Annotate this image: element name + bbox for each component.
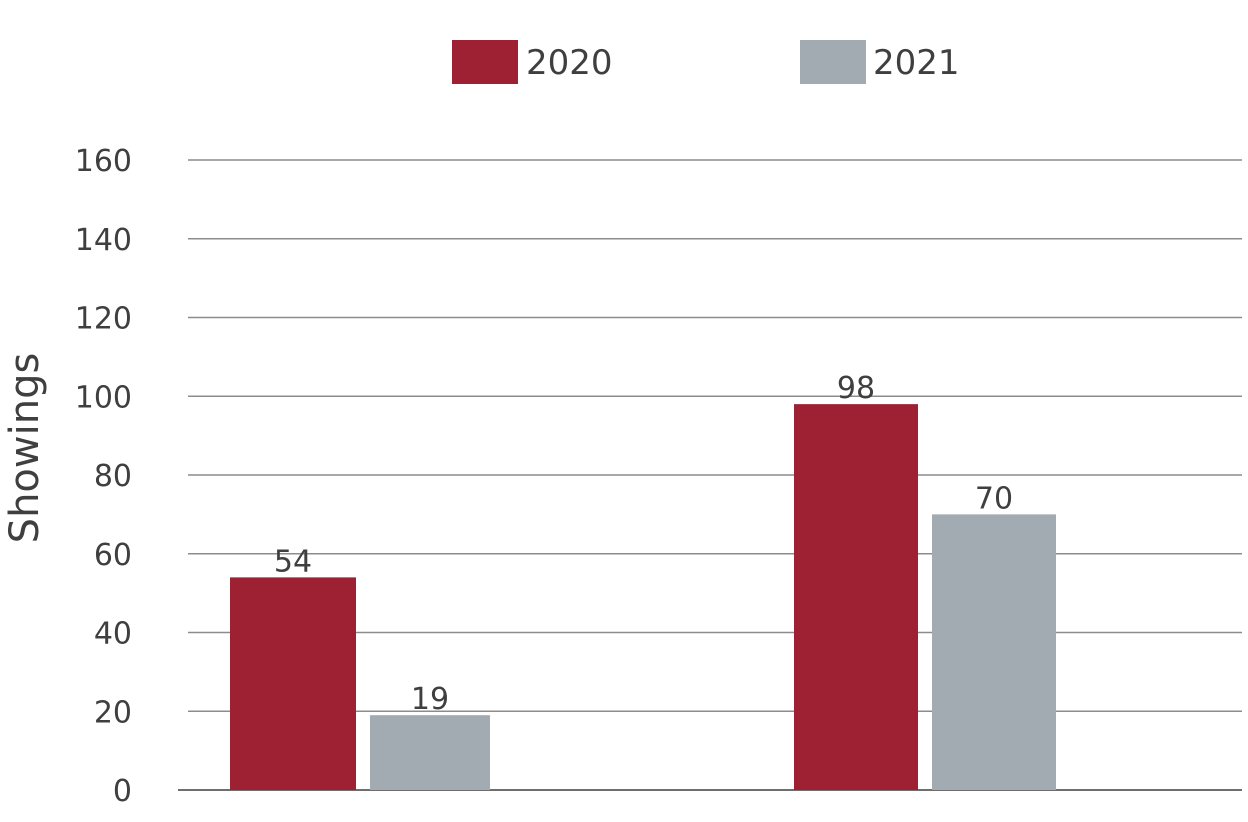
bar-2021-2 <box>932 514 1056 790</box>
data-label-2020-2: 98 <box>837 371 875 406</box>
legend: 2020 2021 <box>452 40 960 84</box>
bar-2020-2 <box>794 404 918 790</box>
y-tick-label: 140 <box>75 223 132 258</box>
data-label-2020-1: 54 <box>274 544 312 579</box>
y-tick-label: 160 <box>75 144 132 179</box>
bars <box>230 404 1056 790</box>
legend-swatch-2021 <box>800 40 866 84</box>
y-tick-label: 0 <box>113 774 132 809</box>
bar-2020-1 <box>230 577 356 790</box>
y-tick-label: 20 <box>94 695 132 730</box>
data-labels: 54 19 98 70 <box>274 371 1013 717</box>
bar-2021-1 <box>370 715 490 790</box>
y-axis-title: Showings <box>2 353 48 544</box>
y-tick-label: 80 <box>94 459 132 494</box>
y-tick-label: 100 <box>75 380 132 415</box>
legend-label-2020: 2020 <box>526 43 613 83</box>
gridlines <box>178 159 1242 791</box>
y-tick-label: 120 <box>75 302 132 337</box>
y-axis-ticks: 0 20 40 60 80 100 120 140 160 <box>75 144 132 809</box>
legend-swatch-2020 <box>452 40 518 84</box>
y-tick-label: 60 <box>94 538 132 573</box>
legend-label-2021: 2021 <box>873 43 960 83</box>
data-label-2021-2: 70 <box>975 481 1013 516</box>
y-tick-label: 40 <box>94 617 132 652</box>
data-label-2021-1: 19 <box>411 682 449 717</box>
